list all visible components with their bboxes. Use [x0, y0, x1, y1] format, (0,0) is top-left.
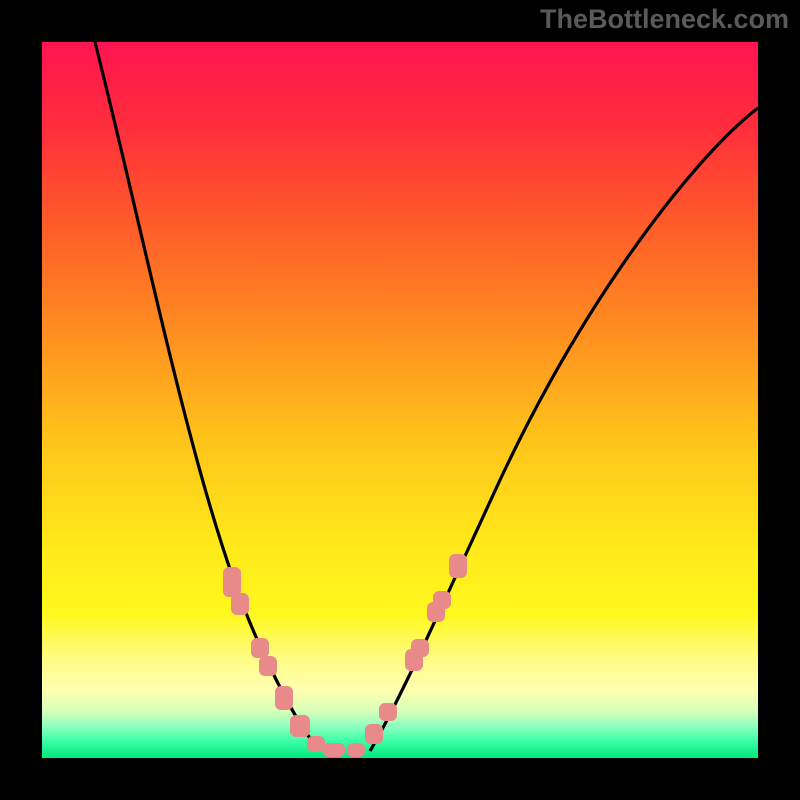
data-marker [251, 638, 269, 658]
chart-svg [0, 0, 800, 800]
data-marker [223, 567, 241, 597]
data-marker [411, 639, 429, 657]
data-marker [449, 554, 467, 578]
data-marker [323, 743, 345, 757]
data-marker [290, 715, 310, 737]
data-marker [365, 724, 383, 744]
plot-area [42, 42, 758, 758]
data-marker [231, 593, 249, 615]
gradient-background [42, 42, 758, 758]
data-marker [259, 656, 277, 676]
data-marker [347, 743, 365, 757]
data-marker [275, 686, 293, 710]
watermark-text: TheBottleneck.com [540, 4, 789, 35]
data-marker [307, 736, 325, 752]
data-marker [379, 703, 397, 721]
data-marker [433, 591, 451, 609]
